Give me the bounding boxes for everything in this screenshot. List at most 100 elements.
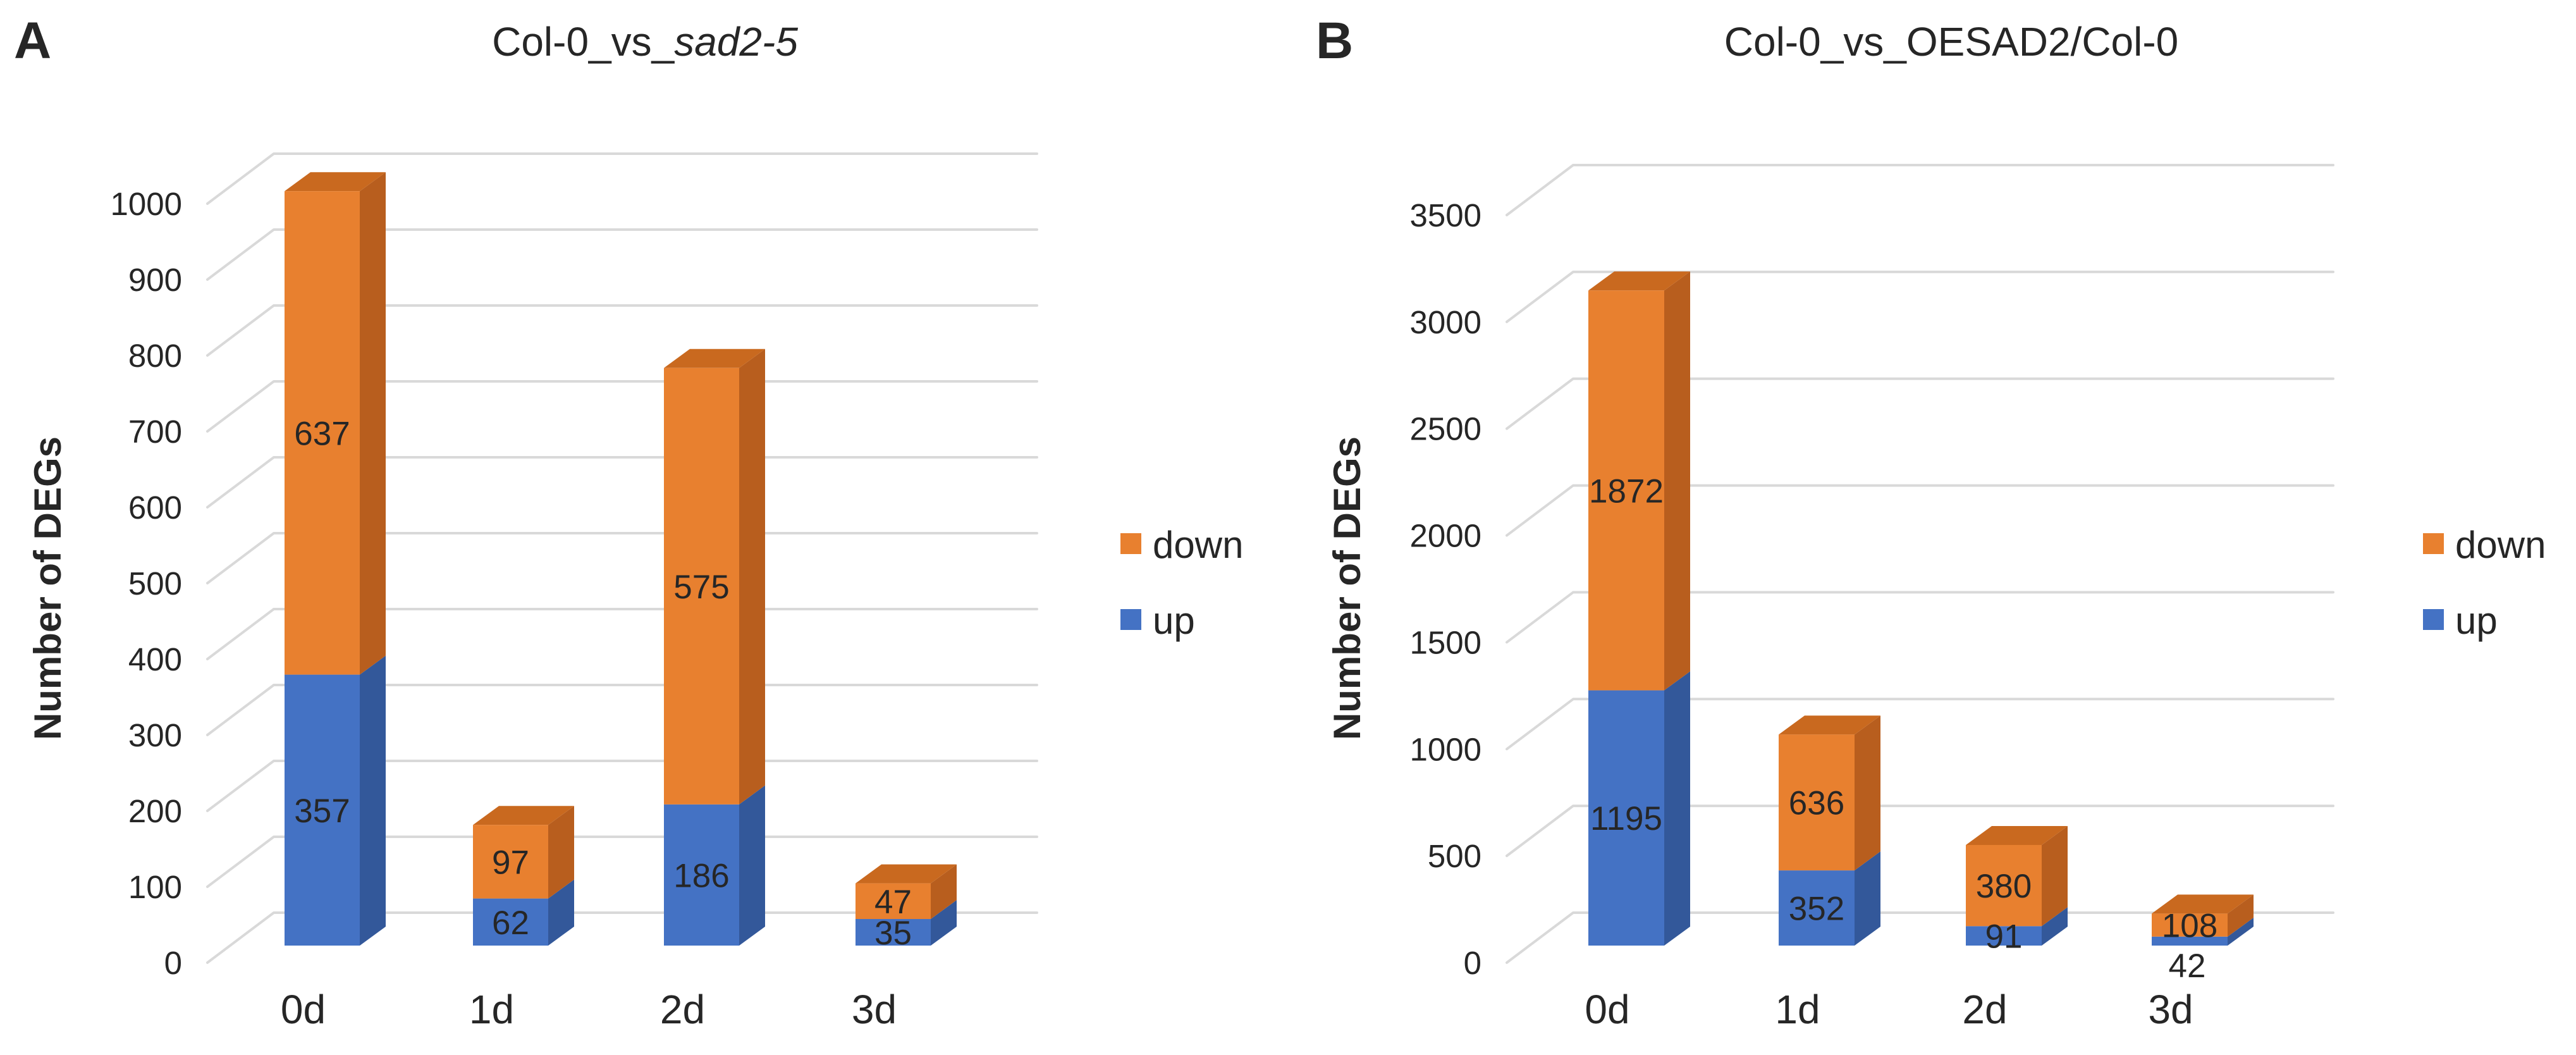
gridline bbox=[206, 532, 1038, 584]
x-category-label: 1d bbox=[469, 987, 514, 1032]
bar-segment-up bbox=[664, 804, 739, 946]
gridline bbox=[1506, 164, 2334, 217]
bar-segment-down bbox=[856, 883, 931, 919]
y-tick-label: 3000 bbox=[1410, 304, 1481, 340]
y-tick-label: 100 bbox=[128, 869, 182, 905]
bar-top-down bbox=[664, 349, 765, 368]
bar-top-down bbox=[1588, 271, 1690, 291]
panel-b-chart: B Col-0_vs_OESAD2/Col-0 Number of DEGs 0… bbox=[1316, 12, 2546, 1032]
legend-label-down: down bbox=[2455, 524, 2546, 566]
value-label-down: 575 bbox=[673, 569, 729, 606]
gridline bbox=[1506, 270, 2334, 323]
bar-side-up bbox=[1664, 671, 1690, 946]
bar-side-down bbox=[739, 349, 765, 805]
value-label-up: 62 bbox=[492, 904, 529, 942]
panel-b: B Col-0_vs_OESAD2/Col-0 Number of DEGs 0… bbox=[1288, 0, 2576, 1055]
panel-a-chart: A Col-0_vs_sad2-5 Number of DEGs 0 100 200… bbox=[14, 12, 1243, 1032]
chart-title-b: Col-0_vs_OESAD2/Col-0 bbox=[1724, 19, 2179, 65]
bar-segment-up bbox=[473, 898, 548, 946]
x-category-label: 0d bbox=[1585, 987, 1629, 1032]
bar-segment-down bbox=[285, 191, 360, 675]
y-tick-label: 2500 bbox=[1410, 411, 1481, 447]
x-category-label: 3d bbox=[2148, 987, 2193, 1032]
chart-title-b-prefix: Col-0_vs_OESAD2/Col-0 bbox=[1724, 19, 2179, 65]
bar-segment-up bbox=[1588, 690, 1664, 946]
gridline bbox=[206, 760, 1038, 812]
value-label-down: 637 bbox=[294, 415, 350, 452]
y-tick-label: 500 bbox=[128, 565, 182, 602]
gridline bbox=[1506, 484, 2334, 537]
bar-top-down bbox=[473, 806, 574, 825]
gridline bbox=[206, 684, 1038, 736]
bar-segment-up bbox=[1779, 870, 1855, 946]
bar-side-down bbox=[1855, 715, 1880, 871]
legend-swatch-up bbox=[1120, 609, 1141, 630]
value-label-up: 1195 bbox=[1590, 800, 1662, 837]
bar-segment-up bbox=[1966, 926, 2042, 946]
bar-segment-up bbox=[285, 674, 360, 946]
y-tick-label: 800 bbox=[128, 338, 182, 374]
bar-segment-down bbox=[473, 825, 548, 899]
legend-label-up: up bbox=[1153, 600, 1195, 642]
gridline bbox=[1506, 591, 2334, 644]
bar-segment-up bbox=[2152, 936, 2228, 946]
panel-a: A Col-0_vs_sad2-5 Number of DEGs 0 100 200… bbox=[14, 12, 1243, 1032]
value-label-up: 186 bbox=[673, 857, 729, 894]
gridline bbox=[206, 228, 1038, 281]
bar-side-up bbox=[739, 785, 765, 946]
value-label-down: 97 bbox=[492, 844, 529, 881]
bar-segment-down bbox=[1966, 844, 2042, 927]
value-label-up: 352 bbox=[1789, 891, 1844, 928]
legend-b: down up bbox=[2423, 524, 2546, 642]
x-category-label: 2d bbox=[660, 987, 705, 1032]
gridline bbox=[206, 304, 1038, 357]
legend-a: down up bbox=[1120, 524, 1243, 642]
value-label-up: 91 bbox=[1985, 918, 2023, 956]
legend-swatch-down bbox=[1120, 533, 1141, 554]
value-label-down: 108 bbox=[2162, 908, 2217, 945]
bar-side-down bbox=[548, 806, 574, 899]
gridline bbox=[206, 911, 1038, 964]
x-category-label: 2d bbox=[1962, 987, 2007, 1032]
bar-segment-down bbox=[1588, 290, 1664, 691]
legend-label-up: up bbox=[2455, 600, 2498, 642]
panel-letter-a: A bbox=[14, 12, 51, 70]
y-tick-label: 1500 bbox=[1410, 624, 1481, 660]
y-tick-label: 0 bbox=[1464, 945, 1481, 981]
value-label-up: 35 bbox=[874, 915, 912, 952]
y-tick-label: 700 bbox=[128, 414, 182, 450]
bar-segment-down bbox=[664, 367, 739, 805]
x-category-label: 3d bbox=[852, 987, 897, 1032]
y-tick-label: 400 bbox=[128, 641, 182, 677]
value-label-down: 1872 bbox=[1589, 472, 1664, 510]
y-tick-label: 1000 bbox=[111, 186, 182, 222]
y-tick-label: 2000 bbox=[1410, 518, 1481, 554]
value-label-up: 42 bbox=[2169, 947, 2206, 985]
bar-side-up bbox=[2228, 917, 2254, 946]
bar-side-down bbox=[931, 864, 957, 919]
y-tick-label: 3500 bbox=[1410, 197, 1481, 233]
bar-top-down bbox=[285, 172, 386, 192]
gridline bbox=[1506, 698, 2334, 751]
legend-swatch-up bbox=[2423, 609, 2444, 630]
gridline bbox=[206, 456, 1038, 509]
chart-title-a-prefix: Col-0_vs_ bbox=[492, 19, 675, 65]
bar-segment-up bbox=[856, 919, 931, 946]
y-axis-title-a: Number of DEGs bbox=[27, 436, 69, 740]
bar-side-up bbox=[2042, 907, 2068, 946]
bar-side-down bbox=[360, 172, 386, 675]
value-label-up: 357 bbox=[294, 793, 350, 830]
value-label-down: 380 bbox=[1976, 868, 2032, 905]
value-label-down: 636 bbox=[1789, 785, 1844, 822]
gridline bbox=[206, 608, 1038, 660]
gridline bbox=[206, 380, 1038, 433]
gridline bbox=[1506, 911, 2334, 964]
y-axis-title-b: Number of DEGs bbox=[1326, 436, 1368, 740]
panel-letter-b: B bbox=[1316, 12, 1353, 70]
bar-side-up bbox=[931, 900, 957, 946]
bar-top-down bbox=[856, 864, 957, 884]
legend-swatch-down bbox=[2423, 533, 2444, 554]
bar-top-down bbox=[1779, 715, 1880, 735]
bar-segment-down bbox=[1779, 734, 1855, 871]
